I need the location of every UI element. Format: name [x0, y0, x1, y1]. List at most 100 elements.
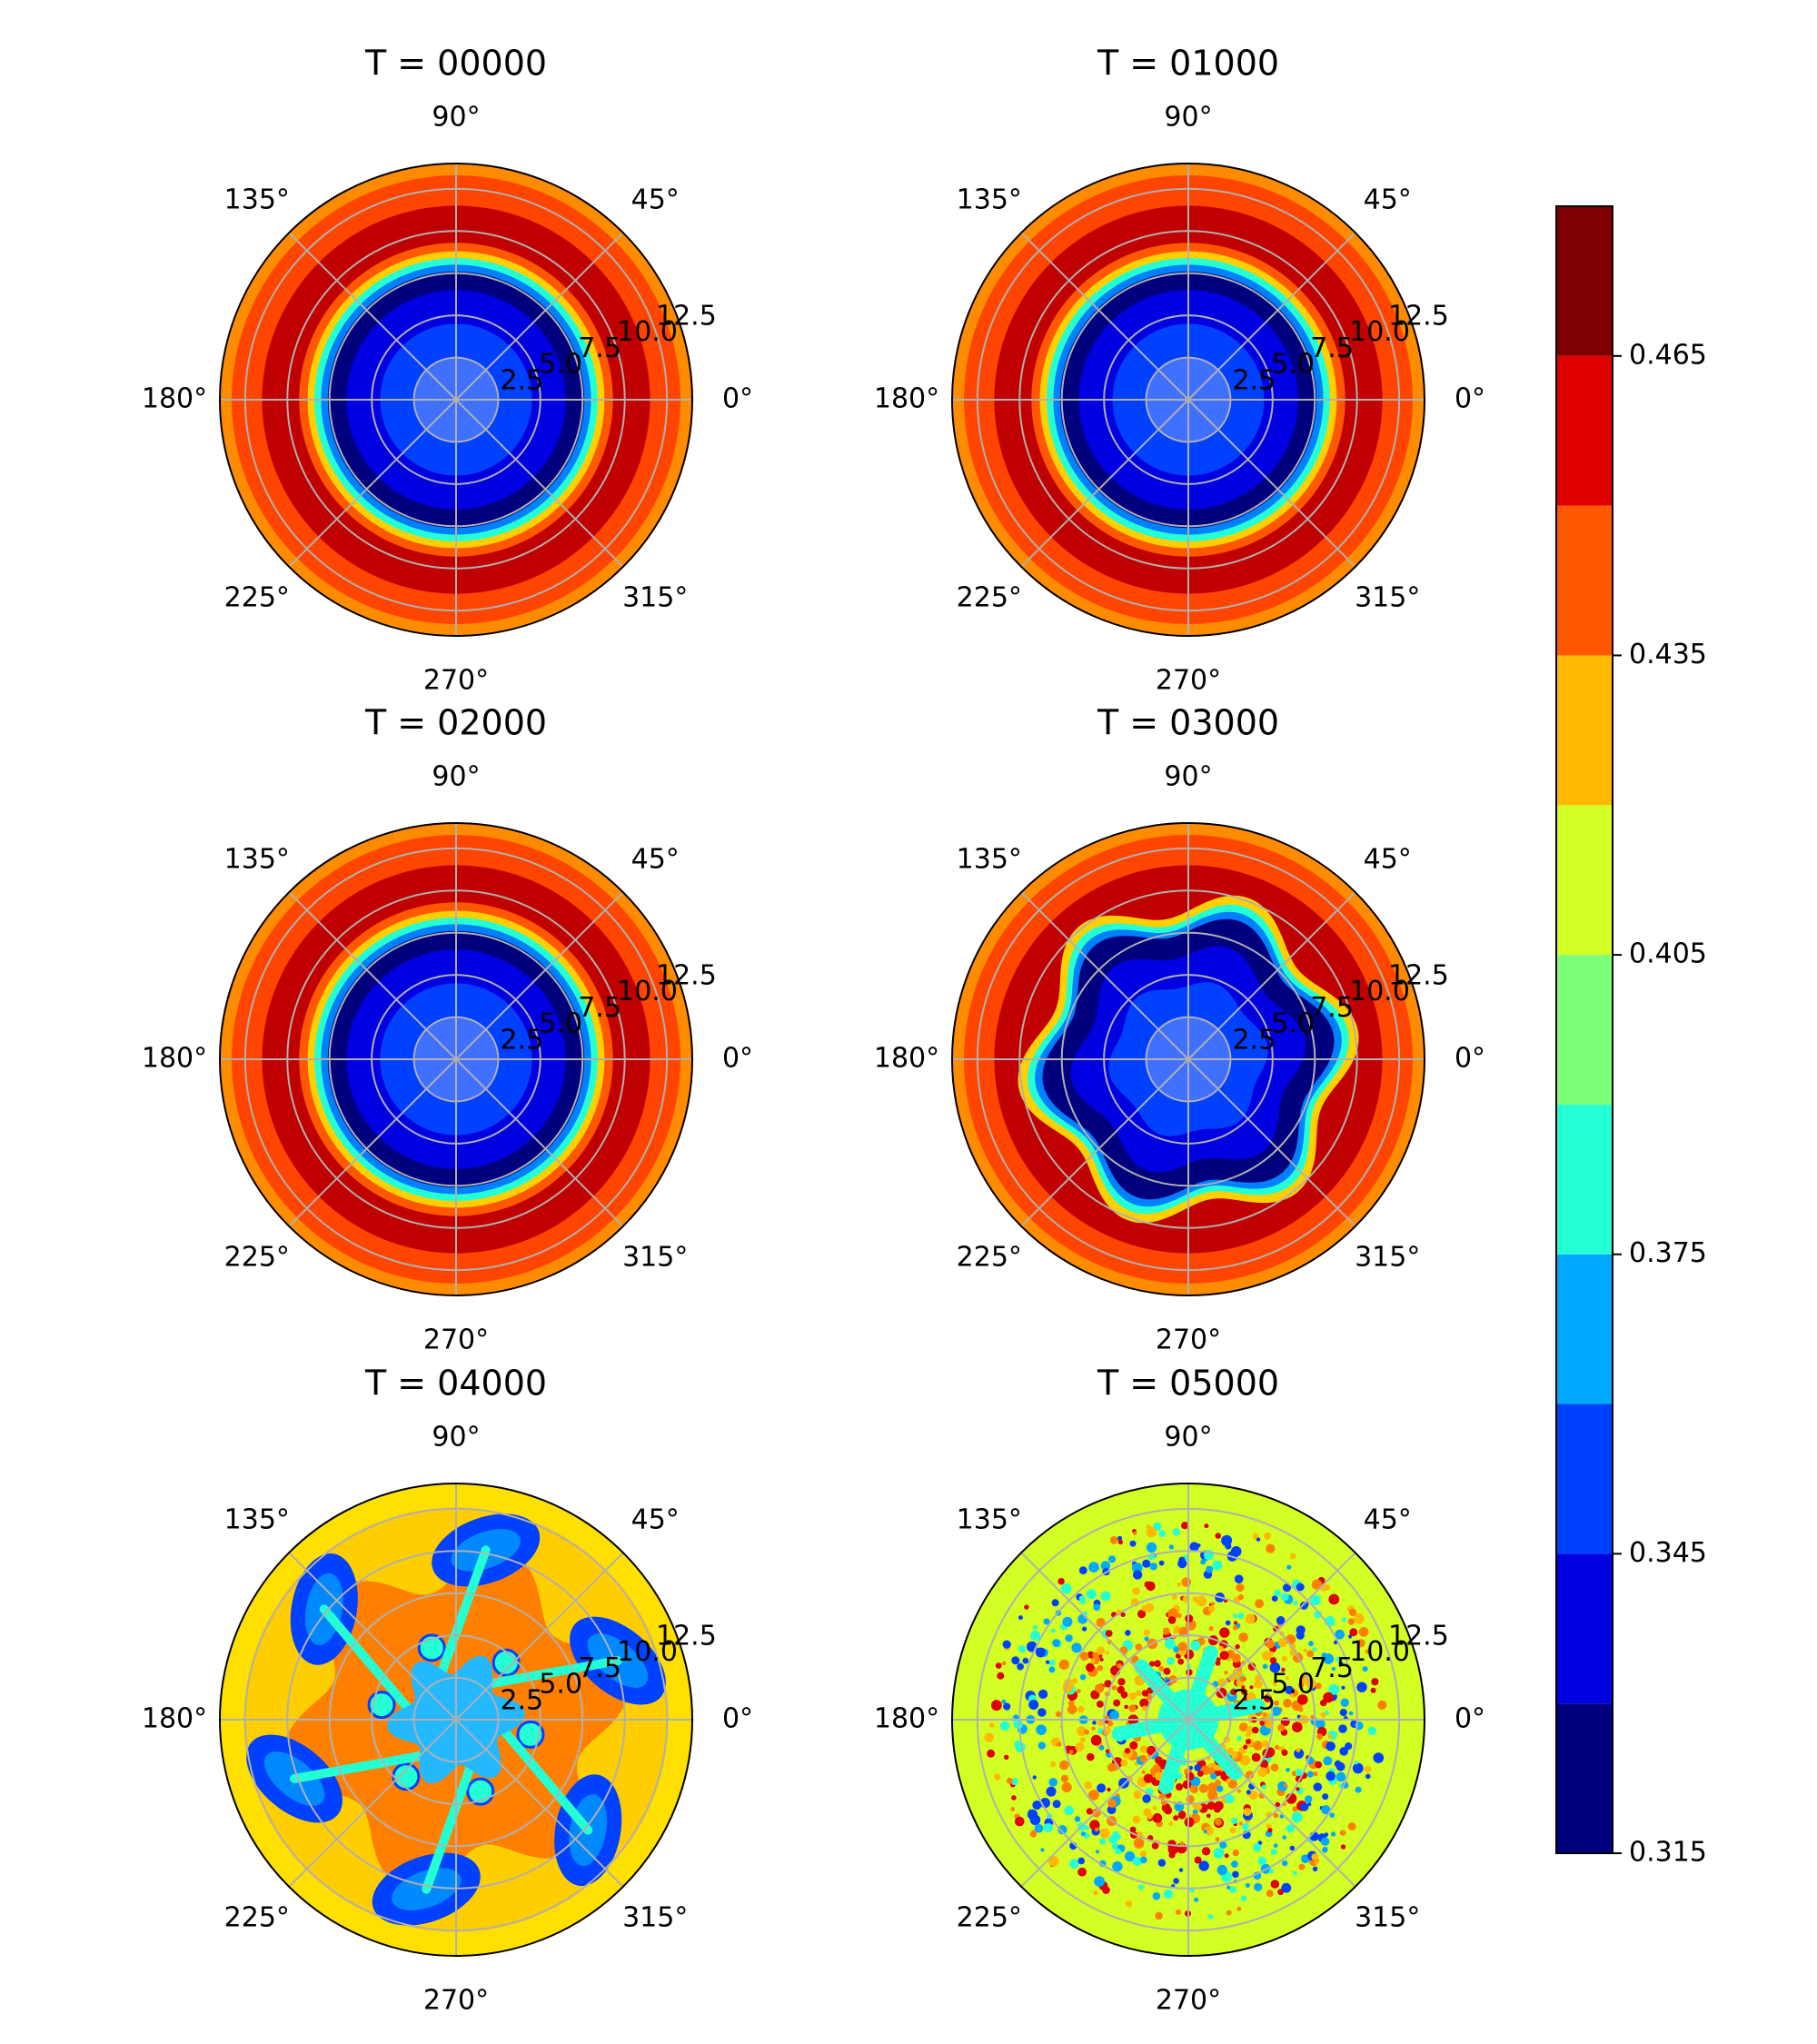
turbulence-speck [1080, 1831, 1086, 1837]
turbulence-speck [1365, 1649, 1371, 1654]
radial-tick-label: 7.5 [1310, 1652, 1354, 1684]
turbulence-speck [1096, 1646, 1106, 1655]
turbulence-speck [1129, 1741, 1138, 1750]
turbulence-speck [1088, 1562, 1099, 1573]
angular-gridline [455, 232, 624, 401]
turbulence-speck [1246, 1726, 1255, 1734]
turbulence-speck [1196, 1595, 1207, 1607]
turbulence-speck [1340, 1844, 1346, 1850]
turbulence-speck [1249, 1685, 1254, 1690]
turbulence-speck [1048, 1666, 1056, 1673]
turbulence-speck [1178, 1556, 1186, 1563]
turbulence-speck [1152, 1891, 1161, 1900]
turbulence-speck [1315, 1761, 1323, 1769]
angle-tick-label: 45° [631, 1503, 680, 1535]
turbulence-speck [1013, 1719, 1024, 1730]
turbulence-speck [1285, 1685, 1294, 1695]
turbulence-speck [1278, 1638, 1288, 1648]
turbulence-speck [1348, 1634, 1353, 1639]
angle-tick-label: 270° [423, 665, 489, 697]
turbulence-speck [1168, 1851, 1176, 1859]
turbulence-speck [1246, 1790, 1251, 1795]
turbulence-speck [1224, 1853, 1229, 1859]
turbulence-speck [1338, 1724, 1347, 1733]
angle-tick-label: 225° [957, 1242, 1022, 1274]
turbulence-speck [1283, 1698, 1292, 1708]
turbulence-speck [1018, 1615, 1023, 1621]
turbulence-speck [1105, 1630, 1113, 1637]
turbulence-speck [1117, 1539, 1123, 1545]
turbulence-speck [1267, 1828, 1273, 1833]
turbulence-speck [1274, 1589, 1281, 1597]
turbulence-speck [1172, 1528, 1180, 1536]
turbulence-speck [1246, 1739, 1251, 1744]
turbulence-speck [1097, 1701, 1104, 1708]
turbulence-speck [1227, 1650, 1232, 1654]
turbulence-speck [1129, 1826, 1137, 1833]
angle-tick-label: 0° [722, 383, 753, 415]
turbulence-speck [1146, 1524, 1151, 1530]
turbulence-speck [1289, 1553, 1296, 1560]
turbulence-speck [1143, 1773, 1154, 1783]
turbulence-speck [1252, 1726, 1259, 1734]
turbulence-speck [1177, 1658, 1185, 1665]
turbulence-speck [1085, 1825, 1089, 1831]
turbulence-speck [1257, 1856, 1266, 1866]
turbulence-speck [1362, 1666, 1368, 1672]
angle-tick-label: 270° [423, 1325, 489, 1356]
turbulence-speck [1184, 1817, 1195, 1828]
turbulence-speck [1335, 1657, 1341, 1662]
colorbar: 0.315 0.345 0.375 0.405 0.435 0.465 [1555, 205, 1707, 1869]
angle-tick-label: 180° [874, 383, 939, 415]
turbulence-speck [1146, 1581, 1156, 1592]
turbulence-speck [1002, 1640, 1011, 1649]
turbulence-speck [1321, 1805, 1331, 1815]
turbulence-speck [1333, 1640, 1338, 1645]
turbulence-speck [993, 1773, 1001, 1781]
angle-tick-label: 315° [1355, 582, 1420, 614]
turbulence-speck [1124, 1704, 1128, 1710]
turbulence-speck [1079, 1652, 1089, 1662]
turbulence-speck [1296, 1583, 1305, 1592]
angular-gridline [1187, 1719, 1356, 1888]
turbulence-speck [1286, 1768, 1290, 1772]
turbulence-speck [1086, 1589, 1097, 1600]
turbulence-speck [1099, 1657, 1104, 1662]
vortex-arm [497, 1724, 593, 1835]
radial-tick-label: 5.0 [539, 349, 582, 381]
colorbar-segment [1556, 655, 1613, 806]
colorbar-segment [1556, 805, 1613, 956]
turbulence-speck [1216, 1785, 1224, 1792]
turbulence-speck [1139, 1754, 1147, 1763]
turbulence-speck [1001, 1661, 1007, 1666]
angular-gridline [1020, 1552, 1189, 1721]
turbulence-speck [1230, 1689, 1237, 1696]
turbulence-speck [1211, 1602, 1216, 1606]
turbulence-speck [1129, 1540, 1137, 1547]
turbulence-speck [1143, 1629, 1150, 1636]
turbulence-speck [1135, 1643, 1143, 1652]
colorbar-segment [1556, 1254, 1613, 1404]
turbulence-speck [1113, 1699, 1121, 1707]
turbulence-speck [1099, 1838, 1107, 1845]
turbulence-speck [1097, 1783, 1107, 1793]
turbulence-speck [1281, 1749, 1288, 1756]
turbulence-speck [1032, 1801, 1042, 1810]
turbulence-speck [1036, 1724, 1047, 1735]
turbulence-speck [1266, 1823, 1272, 1830]
radial-tick-label: 5.0 [1271, 1008, 1315, 1040]
polar-panel: 0° 45° 90° 135° 180° 225° 270° 315° 2.55.07.510.… [874, 703, 1485, 1356]
turbulence-speck [1280, 1593, 1289, 1602]
turbulence-speck [1315, 1682, 1322, 1690]
turbulence-speck [1107, 1787, 1111, 1792]
turbulence-speck [1135, 1690, 1142, 1697]
turbulence-speck [1274, 1700, 1280, 1706]
turbulence-speck [1254, 1679, 1263, 1689]
turbulence-speck [1133, 1838, 1145, 1849]
turbulence-speck [1122, 1694, 1127, 1699]
turbulence-speck [1071, 1642, 1082, 1653]
turbulence-speck [1236, 1735, 1242, 1741]
turbulence-speck [1142, 1794, 1151, 1803]
angular-gridline [1020, 1058, 1189, 1227]
turbulence-speck [1048, 1659, 1056, 1666]
